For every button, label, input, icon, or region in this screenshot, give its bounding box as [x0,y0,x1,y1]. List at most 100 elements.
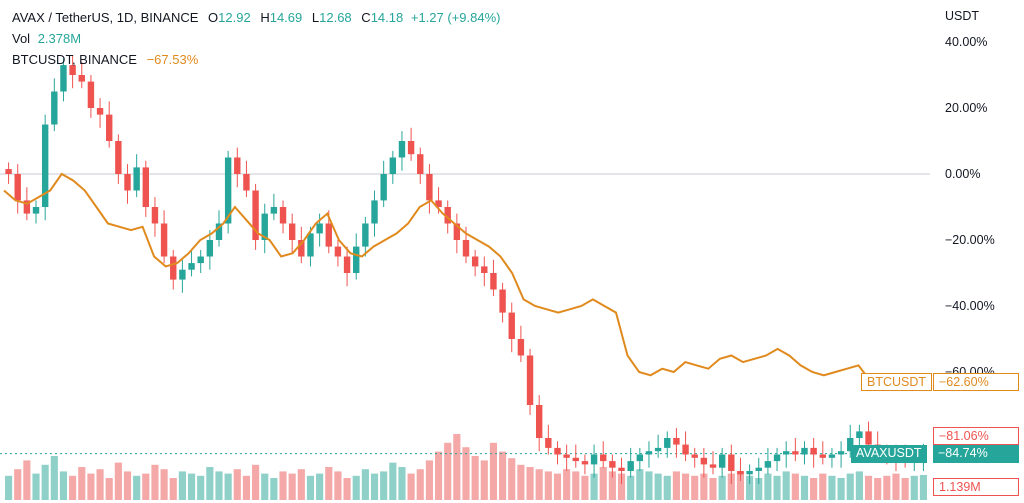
candle-body [691,454,698,458]
candle-body [334,246,342,257]
candle-body [499,289,506,313]
volume-bar [14,469,22,500]
volume-bar [288,473,296,500]
candle-body [856,431,863,438]
candle-body [801,447,808,455]
candle-body [847,438,854,452]
volume-bar [215,471,223,500]
candle-body [728,454,735,471]
candle-body [600,454,607,462]
candle-body [773,454,781,462]
volume-bar [361,469,369,500]
avax-high-tag: −81.06% [933,427,1019,445]
candle-body [14,174,21,201]
legend-close-label: C [361,10,371,25]
volume-bar [187,473,196,500]
legend-ohlc: AVAX / TetherUS, 1D, BINANCE O12.92 H14.… [12,10,500,25]
volume-bar [654,473,662,500]
candle-body [224,157,232,224]
legend-low: 12.68 [319,10,352,25]
candle-body [69,65,76,75]
volume-bar [709,478,717,500]
legend-high-label: H [260,10,270,25]
volume-bar [178,471,186,500]
candle-body [718,454,726,468]
volume-bar [499,451,507,500]
volume-bar [864,475,873,500]
candle-body [115,141,122,174]
candle-body [60,65,67,92]
volume-bar [50,456,58,500]
volume-bar [672,471,680,500]
candle-body [270,207,278,214]
volume-bar [59,471,68,500]
candle-body [23,200,31,214]
legend-compare-value: −67.53% [146,52,199,67]
candle-body [682,444,689,455]
candle-body [618,467,625,471]
volume-bar [517,464,525,500]
candle-body [435,200,442,207]
legend-open-label: O [208,10,219,25]
candle-body [810,447,817,455]
volume-bar [5,475,13,500]
candle-body [508,312,515,339]
volume-bar [133,475,141,500]
legend-volume-value: 2.378M [37,31,82,46]
avax-value-tag: −84.74% [933,445,1019,463]
candle-body [362,223,369,247]
volume-bar [480,460,488,500]
candle-body [755,467,762,471]
volume-bar [764,473,772,500]
candle-body [453,223,461,240]
candle-body [5,169,12,174]
candle-body [526,355,534,405]
axis-tick-label: 0.00% [945,167,980,181]
legend-compare[interactable]: BTCUSDT, BINANCE −67.53% [12,52,198,67]
axis-currency: USDT [945,9,979,23]
candle-body [106,114,113,141]
volume-bar [334,471,342,500]
candle-body [151,207,159,224]
volume-bar [444,442,452,500]
volume-bars [5,434,927,500]
candle-body [371,200,378,224]
candle-body [490,273,497,290]
volume-bar [572,471,580,500]
volume-bar [508,458,516,500]
volume-bar [590,473,598,500]
candle-body [462,240,470,257]
candle-body [389,157,397,174]
legend-low-label: L [311,10,320,25]
volume-bar [261,473,269,500]
candle-body [279,207,287,224]
volume-bar [810,478,818,500]
candle-body [545,438,552,448]
candle-body [215,223,223,240]
volume-bar [782,471,790,500]
candle-body [709,464,717,468]
candle-body [581,461,589,465]
volume-bar [325,467,333,500]
volume-bar [489,442,498,500]
candle-body [481,266,488,273]
volume-bar [846,473,854,500]
volume-bar [608,471,616,500]
candle-body [517,339,525,356]
volume-bar [69,475,77,500]
candle-body [307,233,314,257]
candle-body [407,141,415,155]
candle-body [243,174,250,191]
volume-bar [645,471,653,500]
btc-symbol-tag: BTCUSDT [861,373,933,391]
axis-tick-label: −20.00% [945,233,995,247]
candle-body [142,167,150,207]
candle-body [764,461,772,468]
volume-bar [306,475,315,500]
volume-bar [919,474,927,500]
candle-body [87,81,95,108]
volume-bar [535,469,543,500]
volume-bar [736,471,745,500]
volume-bar [151,464,159,500]
